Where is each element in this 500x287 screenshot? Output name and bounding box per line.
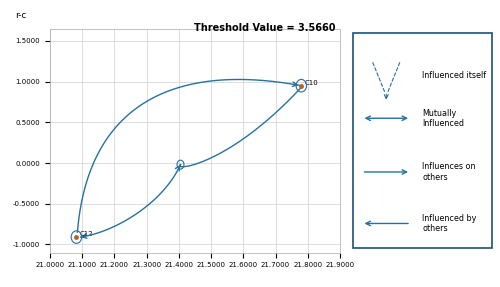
- Text: Influenced by
others: Influenced by others: [422, 214, 477, 233]
- Text: C10: C10: [304, 80, 318, 86]
- Text: C12: C12: [80, 231, 93, 237]
- Text: Influences on
others: Influences on others: [422, 162, 476, 182]
- Text: Threshold Value = 3.5660: Threshold Value = 3.5660: [194, 23, 335, 33]
- Text: Influenced itself: Influenced itself: [422, 71, 486, 80]
- Text: r-c: r-c: [15, 11, 26, 20]
- Text: Mutually
Influenced: Mutually Influenced: [422, 108, 465, 128]
- FancyBboxPatch shape: [353, 33, 492, 248]
- Text: r+c: r+c: [354, 154, 370, 163]
